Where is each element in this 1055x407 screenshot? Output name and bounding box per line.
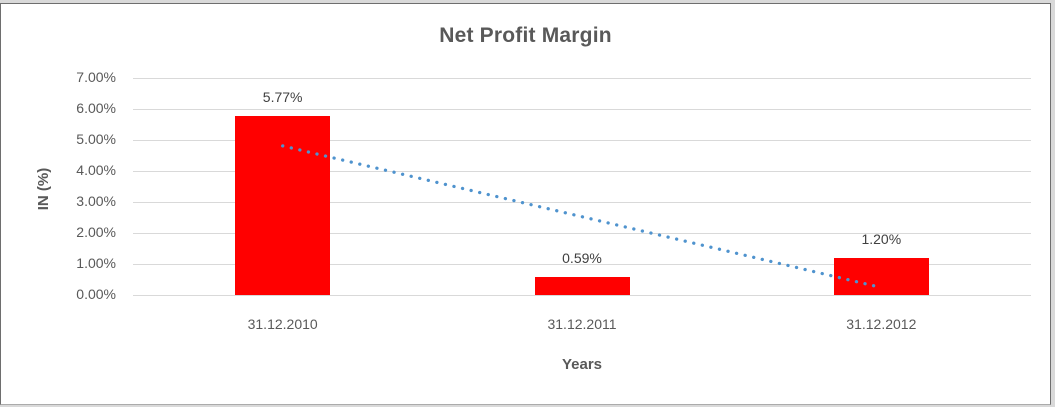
y-tick-label: 5.00% xyxy=(76,131,116,147)
y-tick-label: 6.00% xyxy=(76,100,116,116)
bar-value-label: 1.20% xyxy=(861,230,902,247)
y-tick-label: 3.00% xyxy=(76,193,116,209)
y-gridline xyxy=(133,78,1031,79)
y-gridline xyxy=(133,109,1031,110)
x-tick-label: 31.12.2010 xyxy=(247,316,318,332)
y-gridline xyxy=(133,233,1031,234)
y-gridline xyxy=(133,295,1031,296)
x-tick-label: 31.12.2011 xyxy=(547,316,617,332)
x-axis-title: Years xyxy=(561,356,603,373)
bar-value-label: 5.77% xyxy=(262,89,303,106)
y-gridline xyxy=(133,202,1031,203)
bar-31.12.2012 xyxy=(833,257,929,295)
trendline xyxy=(281,144,883,290)
bar-31.12.2011 xyxy=(534,276,630,295)
y-gridline xyxy=(133,171,1031,172)
y-tick-label: 1.00% xyxy=(76,255,116,271)
y-gridline xyxy=(133,140,1031,141)
y-tick-label: 7.00% xyxy=(76,69,116,85)
y-tick-label: 0.00% xyxy=(76,286,116,302)
chart-canvas: Net Profit Margin IN (%) 7.00% 6.00% 5.00%… xyxy=(1,4,1050,404)
chart-frame: Net Profit Margin IN (%) 7.00% 6.00% 5.00%… xyxy=(0,3,1051,405)
x-tick-label: 31.12.2012 xyxy=(846,316,917,332)
y-tick-label: 2.00% xyxy=(76,224,116,240)
chart-title: Net Profit Margin xyxy=(439,24,612,47)
y-gridline xyxy=(133,264,1031,265)
bar-value-label: 0.59% xyxy=(562,249,602,266)
y-tick-label: 4.00% xyxy=(76,162,116,178)
